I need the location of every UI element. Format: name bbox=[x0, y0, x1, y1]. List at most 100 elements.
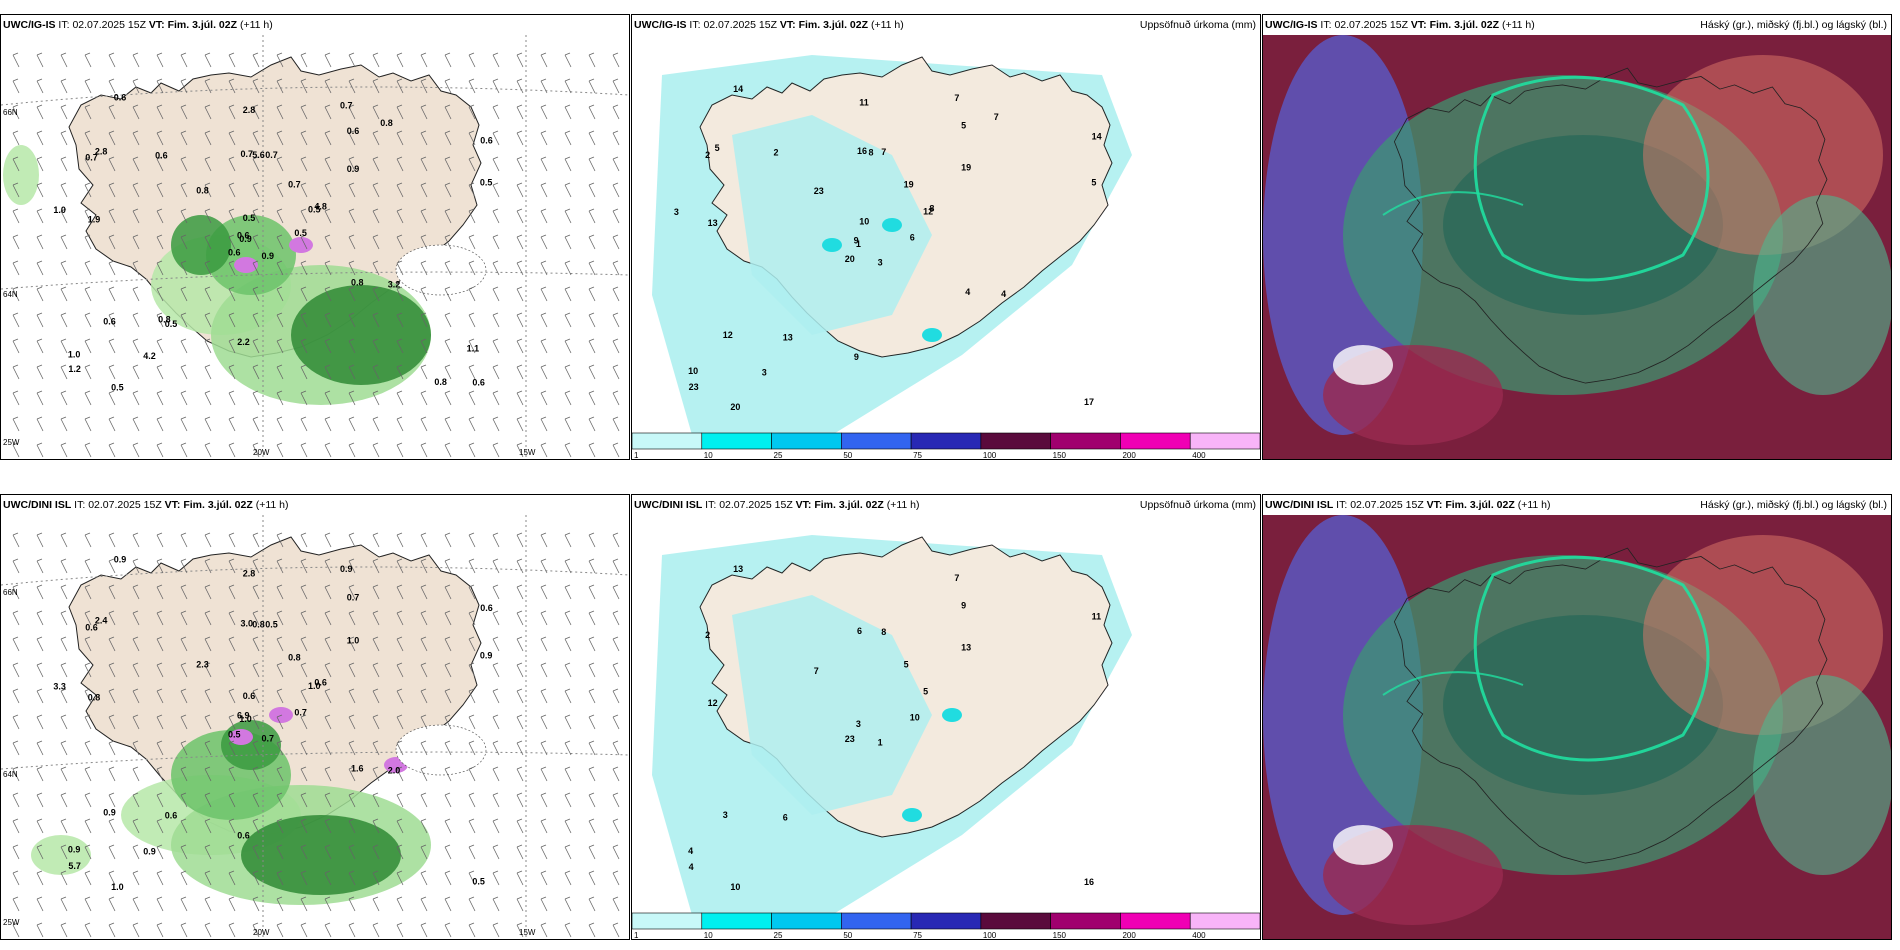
panel-wind-precip-igis[interactable]: UWC/IG-IS IT: 02.07.2025 15Z VT: Fim. 3.… bbox=[0, 14, 630, 460]
panel-clouds-igis[interactable]: UWC/IG-IS IT: 02.07.2025 15Z VT: Fim. 3.… bbox=[1262, 14, 1892, 460]
wind-barb bbox=[228, 442, 236, 458]
wind-barb bbox=[612, 364, 620, 380]
wind-barb bbox=[396, 714, 404, 730]
wind-barb bbox=[492, 338, 500, 354]
wind-barb bbox=[564, 364, 572, 380]
wind-barb bbox=[132, 182, 140, 198]
wind-barb bbox=[300, 390, 308, 406]
panel-accum-precip-igis[interactable]: UWC/IG-IS IT: 02.07.2025 15Z VT: Fim. 3.… bbox=[631, 14, 1261, 460]
precip-value: 0.9 bbox=[239, 234, 252, 244]
wind-barb bbox=[132, 818, 140, 834]
wind-barb bbox=[324, 130, 332, 146]
wind-barb bbox=[516, 844, 524, 860]
wind-barb bbox=[108, 78, 116, 94]
wind-barb bbox=[156, 662, 164, 678]
wind-barb bbox=[492, 662, 500, 678]
colorbar-label: 10 bbox=[704, 451, 713, 459]
wind-barb bbox=[132, 338, 140, 354]
wind-barb bbox=[60, 818, 68, 834]
wind-barb bbox=[84, 130, 92, 146]
wind-barb bbox=[516, 130, 524, 146]
wind-barb bbox=[156, 610, 164, 626]
wind-barb bbox=[276, 636, 284, 652]
wind-barb bbox=[324, 922, 332, 938]
panel-accum-precip-dini[interactable]: UWC/DINI ISL IT: 02.07.2025 15Z VT: Fim.… bbox=[631, 494, 1261, 940]
precip-value: 5 bbox=[923, 687, 928, 697]
precip-value: 4.8 bbox=[314, 202, 327, 212]
wind-barb bbox=[276, 688, 284, 704]
wind-barb bbox=[396, 260, 404, 276]
wind-barb bbox=[468, 234, 476, 250]
wind-barb bbox=[372, 208, 380, 224]
precip-value: 0.7 bbox=[85, 153, 98, 163]
wind-barb bbox=[156, 182, 164, 198]
wind-barb bbox=[300, 688, 308, 704]
wind-barb bbox=[300, 260, 308, 276]
wind-barb bbox=[612, 766, 620, 782]
wind-barb bbox=[228, 156, 236, 172]
wind-barb bbox=[516, 584, 524, 600]
wind-barb bbox=[468, 870, 476, 886]
wind-barb bbox=[300, 896, 308, 912]
precip-value: 5 bbox=[961, 121, 966, 131]
wind-barb bbox=[372, 104, 380, 120]
wind-barb bbox=[468, 584, 476, 600]
wind-barb bbox=[612, 870, 620, 886]
precip-value: 14 bbox=[1092, 131, 1102, 141]
panel-title: UWC/DINI ISL IT: 02.07.2025 15Z VT: Fim.… bbox=[1265, 499, 1551, 511]
wind-barb bbox=[156, 922, 164, 938]
wind-barb bbox=[60, 870, 68, 886]
wind-barb bbox=[396, 584, 404, 600]
precip-value: 0.5 bbox=[265, 619, 278, 629]
wind-barb bbox=[12, 234, 20, 250]
wind-barb bbox=[564, 610, 572, 626]
wind-barb bbox=[180, 610, 188, 626]
precip-value: 0.6 bbox=[165, 810, 178, 820]
precip-value: 0.9 bbox=[68, 845, 81, 855]
precip-value: 12 bbox=[923, 207, 933, 217]
wind-barb bbox=[420, 662, 428, 678]
wind-barb bbox=[588, 844, 596, 860]
precip-value: 4.2 bbox=[143, 351, 156, 361]
wind-barb bbox=[516, 442, 524, 458]
panel-clouds-dini[interactable]: UWC/DINI ISL IT: 02.07.2025 15Z VT: Fim.… bbox=[1262, 494, 1892, 940]
wind-barb bbox=[492, 390, 500, 406]
wind-barb bbox=[564, 636, 572, 652]
wind-barb bbox=[84, 792, 92, 808]
wind-barb bbox=[540, 104, 548, 120]
wind-barb bbox=[180, 182, 188, 198]
wind-barb bbox=[468, 312, 476, 328]
panel-subtitle: Háský (gr.), miðský (fj.bl.) og lágský (… bbox=[1700, 499, 1887, 511]
wind-barb bbox=[516, 390, 524, 406]
wind-barb bbox=[396, 688, 404, 704]
wind-barb bbox=[540, 208, 548, 224]
wind-barb bbox=[612, 130, 620, 146]
wind-barb bbox=[132, 532, 140, 548]
wind-barb bbox=[252, 532, 260, 548]
wind-barb bbox=[324, 234, 332, 250]
wind-barb bbox=[204, 130, 212, 146]
wind-barb bbox=[588, 78, 596, 94]
precip-value: 16 bbox=[857, 146, 867, 156]
wind-barb bbox=[540, 260, 548, 276]
precip-value: 5.7 bbox=[68, 861, 81, 871]
wind-barb bbox=[156, 870, 164, 886]
wind-barb bbox=[276, 818, 284, 834]
wind-barb bbox=[564, 260, 572, 276]
wind-barb bbox=[444, 312, 452, 328]
wind-barb bbox=[132, 130, 140, 146]
wind-barb bbox=[228, 818, 236, 834]
wind-barb bbox=[612, 234, 620, 250]
precip-value: 0.5 bbox=[472, 877, 485, 887]
wind-barb bbox=[420, 584, 428, 600]
wind-barb bbox=[204, 636, 212, 652]
precip-value: 11 bbox=[1092, 611, 1102, 621]
precip-value: 0.7 bbox=[265, 150, 278, 160]
wind-barb bbox=[204, 312, 212, 328]
wind-barb bbox=[324, 766, 332, 782]
wind-barb bbox=[540, 364, 548, 380]
precip-value: 13 bbox=[708, 218, 718, 228]
panel-wind-precip-dini[interactable]: UWC/DINI ISL IT: 02.07.2025 15Z VT: Fim.… bbox=[0, 494, 630, 940]
wind-barb bbox=[180, 766, 188, 782]
wind-barb bbox=[492, 792, 500, 808]
